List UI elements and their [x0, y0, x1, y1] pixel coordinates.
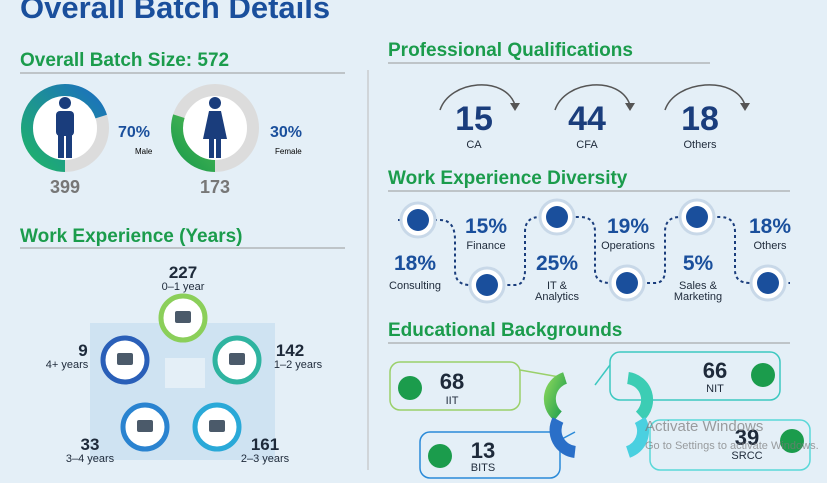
group-range: 0–1 year: [161, 281, 205, 293]
diversity-percent: 19%: [606, 215, 650, 238]
education-label: NIT: [706, 383, 724, 395]
group-count: 9: [78, 341, 88, 360]
qualification-count: 44: [568, 100, 606, 138]
group-range: 1–2 years: [273, 359, 323, 371]
male-count: 399: [49, 177, 81, 197]
section-heading: Professional Qualifications: [388, 40, 633, 61]
education-count: 39: [734, 425, 760, 450]
section-heading: Work Experience (Years): [20, 226, 243, 247]
diversity-percent: 15%: [464, 215, 508, 238]
group-count: 142: [275, 341, 305, 360]
qualification-count: 15: [455, 100, 493, 138]
group-count: 161: [250, 435, 280, 454]
section-heading: Overall Batch Size: 572: [20, 50, 230, 71]
section-heading: Educational Backgrounds: [388, 320, 623, 341]
diversity-label: Consulting: [389, 280, 441, 292]
diversity-label: Sales & Marketing: [673, 280, 723, 303]
qualification-label: CA: [466, 139, 482, 151]
education-count: 66: [702, 358, 728, 383]
education-label: IIT: [445, 395, 459, 407]
education-label: BITS: [470, 462, 496, 474]
group-range: 4+ years: [45, 359, 89, 371]
female-percent: 30%: [270, 124, 303, 141]
qualification-label: CFA: [576, 139, 598, 151]
group-count: 227: [168, 263, 198, 282]
education-count: 13: [470, 438, 496, 463]
female-count: 173: [199, 177, 231, 197]
diversity-percent: 18%: [393, 252, 437, 275]
group-range: 2–3 years: [240, 453, 290, 465]
group-count: 33: [80, 435, 100, 454]
education-count: 68: [439, 369, 465, 394]
watermark: Go to Settings to activate Windows.: [645, 440, 819, 452]
diversity-percent: 18%: [748, 215, 792, 238]
ring-arc: [21, 84, 109, 172]
diversity-label: Finance: [466, 240, 506, 252]
watermark: Activate Windows: [645, 418, 764, 435]
section-heading: Work Experience Diversity: [388, 168, 628, 189]
male-label: Male: [135, 147, 153, 156]
male-percent: 70%: [118, 124, 151, 141]
group-range: 3–4 years: [65, 453, 115, 465]
diversity-percent: 5%: [682, 252, 714, 275]
education-label: SRCC: [731, 450, 763, 462]
qualification-count: 18: [681, 100, 719, 138]
diversity-percent: 25%: [535, 252, 579, 275]
diversity-label: Operations: [601, 240, 655, 252]
qualification-label: Others: [683, 139, 717, 151]
female-label: Female: [275, 147, 302, 156]
ring-arc: [171, 84, 259, 172]
diversity-label: Others: [753, 240, 787, 252]
diversity-label: IT & Analytics: [534, 280, 580, 303]
page-title: Overall Batch Details: [20, 0, 331, 25]
